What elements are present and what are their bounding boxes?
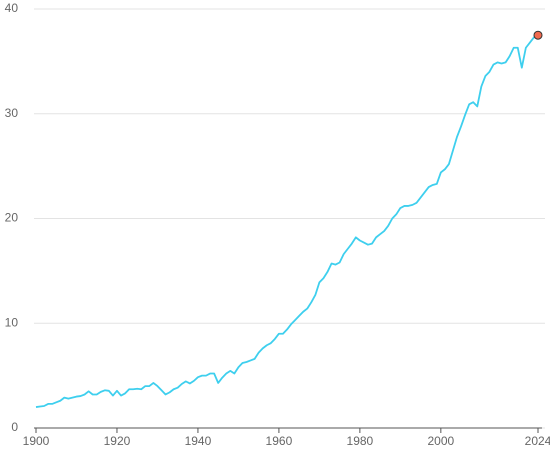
- x-tick-label: 2024: [525, 434, 550, 448]
- x-tick-label: 1900: [23, 434, 50, 448]
- x-tick-label: 1960: [266, 434, 293, 448]
- y-tick-label: 40: [5, 1, 19, 15]
- x-tick-label: 2000: [427, 434, 454, 448]
- y-tick-label: 20: [5, 211, 19, 225]
- x-tick-label: 1940: [185, 434, 212, 448]
- line: [35, 34, 539, 408]
- end-marker: [533, 30, 543, 40]
- y-tick-label: 0: [11, 420, 18, 434]
- x-tick-label: 1920: [104, 434, 131, 448]
- x-tick-label: 1980: [347, 434, 374, 448]
- y-tick-label: 10: [5, 315, 19, 329]
- y-tick-label: 30: [5, 106, 19, 120]
